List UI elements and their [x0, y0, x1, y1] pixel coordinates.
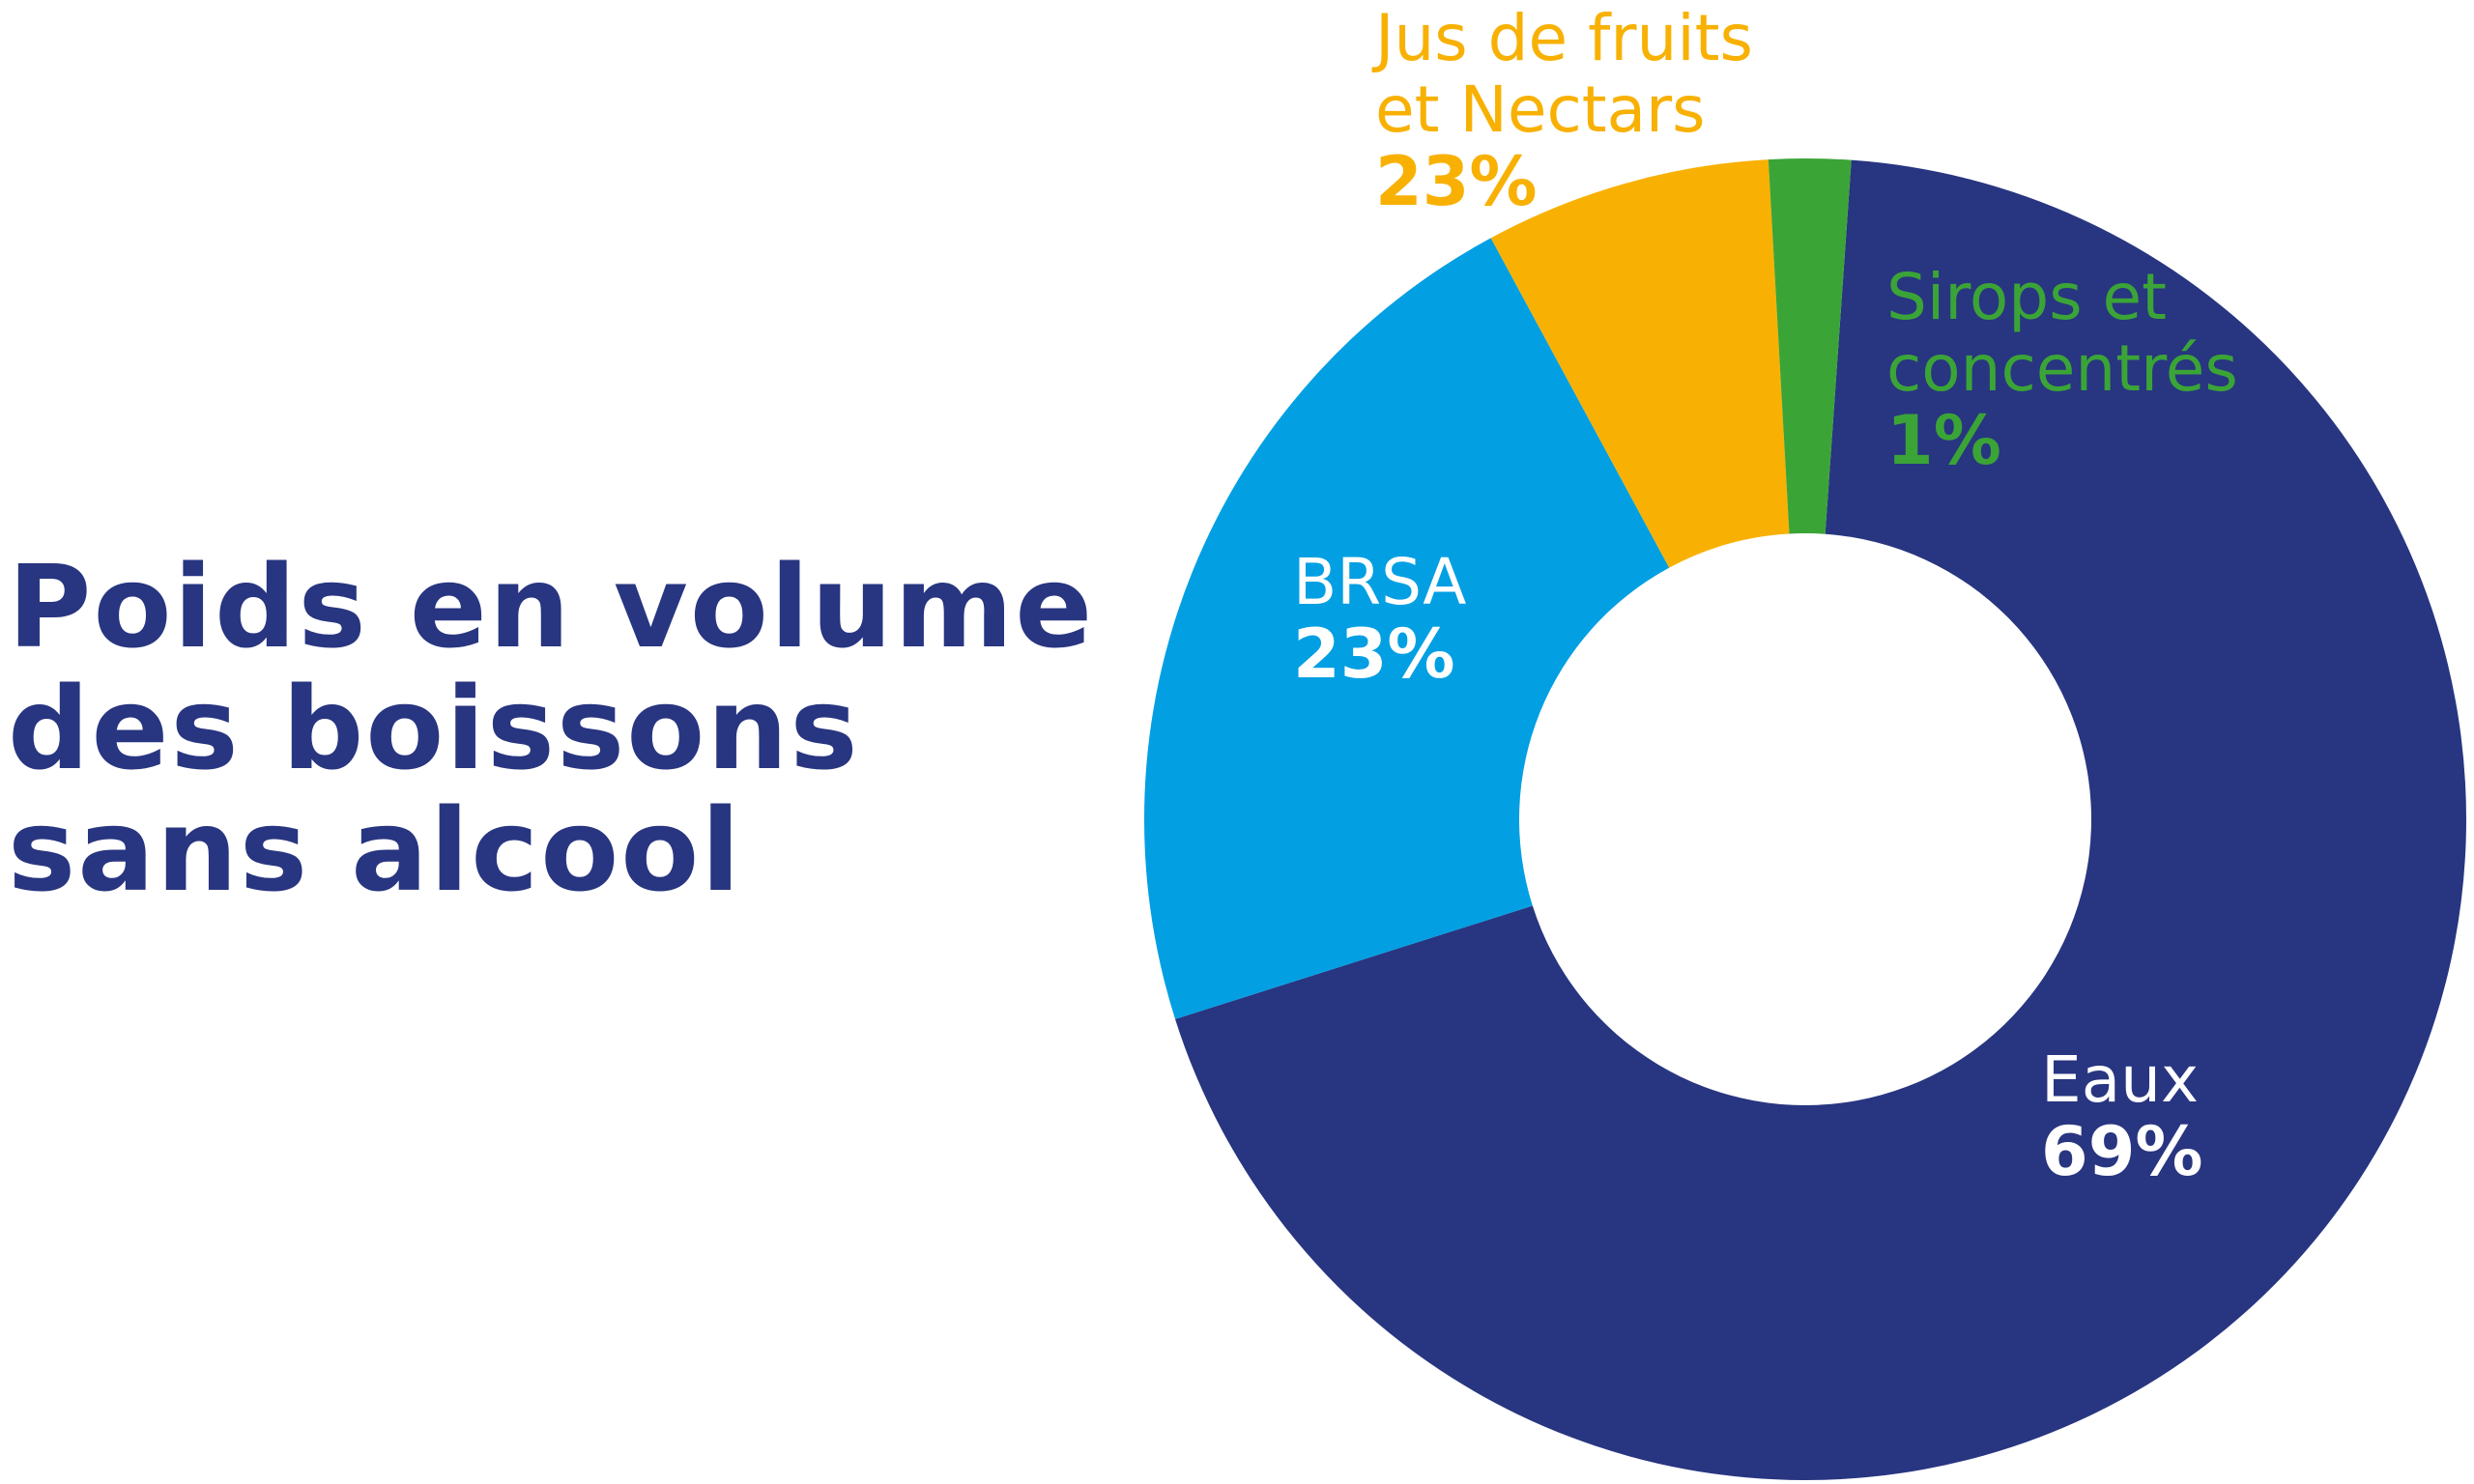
slice-label-brsa-line-1: BRSA: [1293, 545, 1466, 619]
chart-title-line-1: Poids en volume: [8, 540, 1095, 673]
slice-label-sirops-et-concentr-s-line-1: Sirops et: [1886, 260, 2167, 334]
donut-slice-brsa: [1144, 238, 1670, 1019]
slice-value-brsa: 23%: [1293, 614, 1455, 694]
slice-label-eaux-line-1: Eaux: [2041, 1042, 2199, 1117]
donut-slice-sirops-et-concentr-s: [1768, 158, 1852, 534]
slice-label-jus-de-fruits-et-nectars-line-1: Jus de fruits: [1371, 1, 1753, 75]
slice-value-jus-de-fruits-et-nectars: 23%: [1375, 142, 1538, 221]
donut-slices: [1144, 158, 2467, 1481]
donut-slice-eaux: [1175, 159, 2467, 1481]
chart-title-line-2: des boissons: [8, 662, 860, 795]
donut-slice-jus-de-fruits-et-nectars: [1490, 159, 1790, 568]
slice-label-jus-de-fruits-et-nectars-line-2: et Nectars: [1375, 72, 1706, 147]
slice-value-eaux: 69%: [2041, 1112, 2203, 1191]
chart-title: Poids en volume des boissons sans alcool: [8, 540, 1095, 917]
slice-value-sirops-et-concentr-s: 1%: [1886, 401, 2001, 480]
slice-label-sirops-et-concentr-s-line-2: concentrés: [1886, 331, 2238, 406]
chart-title-line-3: sans alcool: [8, 784, 742, 917]
